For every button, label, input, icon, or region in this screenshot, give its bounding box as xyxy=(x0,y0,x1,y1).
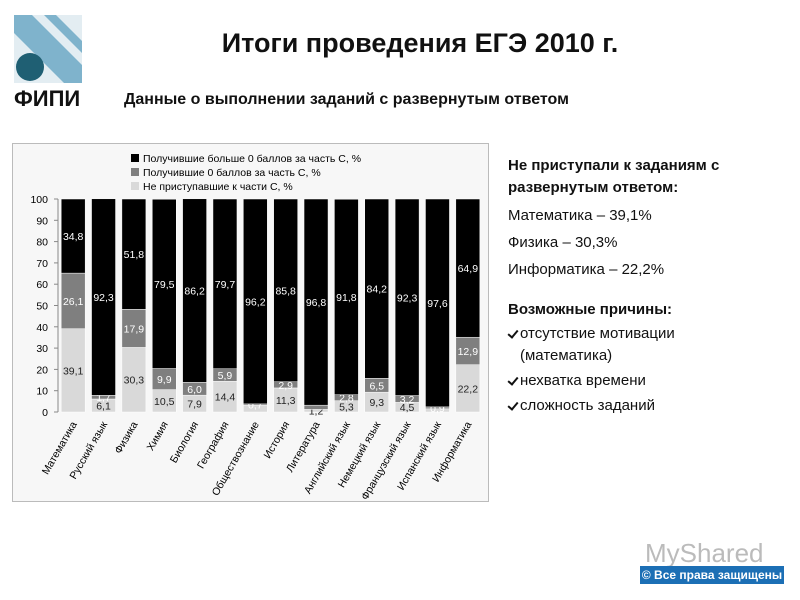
value-label: 34,8 xyxy=(63,231,84,243)
value-label: 64,9 xyxy=(458,263,479,275)
value-label: 84,2 xyxy=(367,284,388,296)
y-tick-label: 100 xyxy=(30,194,48,206)
value-label: 6,0 xyxy=(187,384,202,396)
value-label: 92,3 xyxy=(93,292,114,304)
value-label: 17,9 xyxy=(124,323,145,335)
bar-segment xyxy=(152,198,177,369)
bar-segment xyxy=(303,404,329,410)
bar-segment xyxy=(121,198,147,310)
bar-segment xyxy=(182,198,207,383)
reason-item: сложность заданий xyxy=(508,395,762,417)
bar-segment xyxy=(60,328,86,413)
y-tick-label: 80 xyxy=(36,237,48,249)
value-label: 6,1 xyxy=(96,401,111,413)
value-label: 10,5 xyxy=(154,396,175,408)
x-tick-label: Физика xyxy=(112,419,140,456)
bar-segment xyxy=(212,381,238,413)
y-tick-label: 90 xyxy=(36,215,48,227)
value-label: 92,3 xyxy=(397,292,418,304)
logo-text: ФИПИ xyxy=(14,86,81,111)
value-label: 6,5 xyxy=(369,380,384,392)
x-tick-label: Химия xyxy=(145,420,171,453)
y-tick-label: 40 xyxy=(36,322,48,334)
copyright: © Все права защищены xyxy=(640,566,784,584)
side-item: Физика – 30,3% xyxy=(508,234,618,251)
legend-swatch xyxy=(131,154,139,162)
bar-segment xyxy=(303,198,329,406)
value-label: 11,3 xyxy=(276,395,296,407)
y-tick-label: 50 xyxy=(36,301,48,313)
bar-segment xyxy=(455,336,481,365)
bar-segment xyxy=(60,198,86,274)
value-label: 97,6 xyxy=(427,298,448,310)
side-heading: Не приступали к заданиям с развернутым о… xyxy=(508,157,720,196)
value-label: 30,3 xyxy=(124,375,145,387)
value-label: 79,5 xyxy=(154,279,175,291)
bar-segment xyxy=(60,272,86,329)
value-label: 96,8 xyxy=(306,297,327,309)
legend-label: Не приступавшие к части С, % xyxy=(143,181,293,193)
value-label: 12,9 xyxy=(458,346,479,358)
value-label: 86,2 xyxy=(184,286,205,298)
bar-segment xyxy=(334,198,359,395)
item-list: Математика – 39,1% Физика – 30,3% Информат… xyxy=(508,205,762,281)
legend-swatch xyxy=(131,182,139,190)
bar-segment xyxy=(273,387,298,413)
reason-list: отсутствие мотивации (математика) нехватк… xyxy=(508,323,762,417)
value-label: 22,2 xyxy=(458,383,479,395)
bar-segment xyxy=(455,364,481,413)
value-label: 4,5 xyxy=(400,402,415,414)
chart: 0 10 20 30 40 50 60 70 80 90 100 Получившие больше … xyxy=(30,153,481,502)
bar-segment xyxy=(243,198,268,405)
bar-segment xyxy=(91,198,116,396)
reasons-heading: Возможные причины: xyxy=(508,301,672,318)
watermark-brand: MyShared xyxy=(645,538,764,568)
value-label: 2,9 xyxy=(278,380,293,392)
value-label: 79,7 xyxy=(215,279,236,291)
y-tick-label: 70 xyxy=(36,258,48,270)
side-item: Информатика – 22,2% xyxy=(508,261,665,278)
value-label: 5,9 xyxy=(218,370,233,382)
title: Итоги проведения ЕГЭ 2010 г. xyxy=(221,28,619,58)
logo-graphic xyxy=(14,15,82,83)
value-label: 96,2 xyxy=(245,296,266,308)
bar-segment xyxy=(364,198,389,379)
value-label: 2,8 xyxy=(339,393,354,405)
bar-segment xyxy=(425,198,450,408)
value-label: 9,9 xyxy=(157,374,172,386)
subtitle: Данные о выполнении заданий с развернуты… xyxy=(124,91,569,108)
legend-label: Получившие 0 баллов за часть С, % xyxy=(143,167,321,179)
y-tick-label: 20 xyxy=(36,364,48,376)
bar-segment xyxy=(455,198,481,338)
value-label: 51,8 xyxy=(124,249,145,261)
value-label: 39,1 xyxy=(63,365,84,377)
reason-item: нехватка времени xyxy=(508,370,762,392)
legend-swatch xyxy=(131,168,139,176)
bar-segment xyxy=(212,198,238,370)
y-tick-label: 30 xyxy=(36,343,48,355)
side-item: Математика – 39,1% xyxy=(508,207,652,224)
reason-item: отсутствие мотивации (математика) xyxy=(508,323,762,367)
legend-label: Получившие больше 0 баллов за часть С, % xyxy=(143,153,361,165)
value-label: 5,3 xyxy=(339,401,354,413)
value-label: 26,1 xyxy=(63,296,84,308)
value-label: 91,8 xyxy=(336,292,357,304)
value-label: 14,4 xyxy=(215,392,236,404)
bar-segment xyxy=(121,309,147,348)
bar-segment xyxy=(394,198,420,396)
x-tick-label: История xyxy=(262,420,293,461)
y-tick-label: 0 xyxy=(42,407,48,419)
bar-segment xyxy=(273,198,298,383)
y-tick-label: 60 xyxy=(36,279,48,291)
value-label: 7,9 xyxy=(187,399,202,411)
bar-segment xyxy=(121,347,147,413)
value-label: 85,8 xyxy=(275,285,296,297)
value-label: 3,2 xyxy=(400,394,415,406)
side-panel: Не приступали к заданиям с развернутым о… xyxy=(508,155,762,420)
chart-box: 0 10 20 30 40 50 60 70 80 90 100 Получившие больше … xyxy=(12,143,489,502)
value-label: 9,3 xyxy=(369,397,384,409)
x-tick-label: Биология xyxy=(168,420,201,466)
y-tick-label: 10 xyxy=(36,386,48,398)
